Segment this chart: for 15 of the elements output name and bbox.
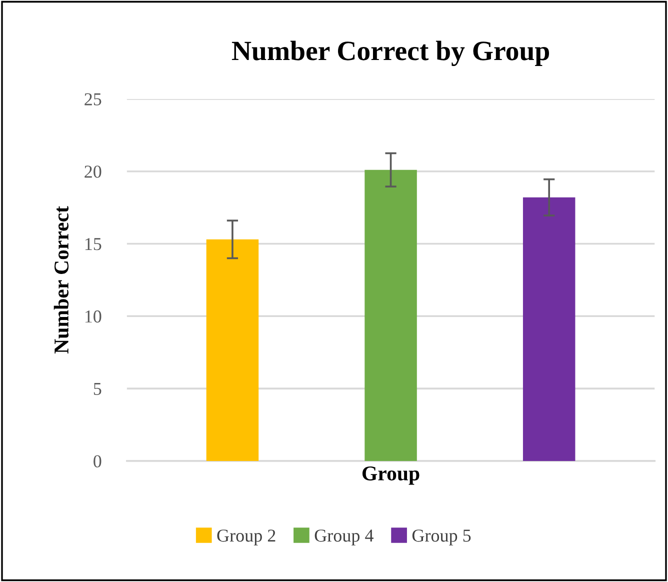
bar (522, 197, 576, 461)
y-tick-label: 10 (85, 310, 102, 323)
y-tick-label: 20 (84, 166, 102, 178)
y-tick-label: 25 (84, 93, 102, 106)
y-tick-label: 15 (85, 238, 102, 250)
chart-title: Number Correct by Group (232, 40, 550, 66)
y-axis-title: Number Correct (54, 206, 69, 354)
x-axis-title: Group (362, 466, 420, 485)
y-tick-label: 5 (94, 382, 102, 395)
bar (206, 239, 259, 461)
y-tick-label: 0 (94, 455, 102, 468)
legend-label: Group 5 (412, 530, 471, 546)
legend-label: Group 2 (217, 530, 276, 546)
legend-label: Group 4 (314, 530, 374, 546)
bar (364, 170, 417, 461)
